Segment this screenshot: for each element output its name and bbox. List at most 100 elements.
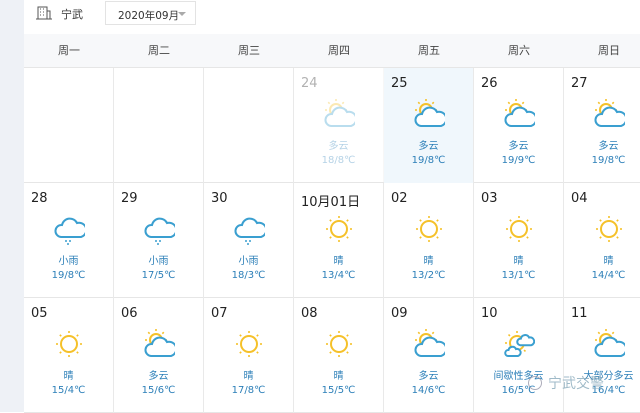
weather-condition: 晴: [243, 371, 254, 382]
day-cell[interactable]: 04 晴 14/4℃: [564, 183, 640, 298]
day-cell[interactable]: 05 晴 15/4℃: [24, 298, 114, 413]
day-number: 09: [391, 306, 408, 321]
temperature: 19/8℃: [591, 155, 626, 166]
day-number: 08: [301, 306, 318, 321]
weather-condition: 小雨: [58, 256, 79, 267]
weather-condition: 晴: [333, 371, 344, 382]
weather-condition: 小雨: [238, 256, 259, 267]
weather-condition: 小雨: [148, 256, 169, 267]
day-number: 03: [481, 191, 498, 206]
day-number: 04: [571, 191, 588, 206]
weekday-0: 周一: [58, 44, 80, 57]
partly-cloudy-icon: [414, 329, 445, 357]
temperature: 13/2℃: [411, 270, 446, 281]
rain-icon: [54, 217, 85, 245]
day-cell[interactable]: 24 多云 18/8℃: [294, 68, 384, 183]
temperature: 19/8℃: [411, 155, 446, 166]
week-row: 24 多云 18/8℃ 25 多云 19/8℃ 26 多云 19/9℃ 27 多…: [24, 68, 640, 183]
rain-icon: [144, 217, 175, 245]
day-cell[interactable]: 11 大部分多云 16/4℃: [564, 298, 640, 413]
temperature: 19/9℃: [501, 155, 536, 166]
day-cell[interactable]: 25 多云 19/8℃: [384, 68, 474, 183]
weather-condition: 间歇性多云: [493, 371, 544, 382]
smiley-icon: [528, 376, 542, 390]
empty-cell: [204, 68, 294, 183]
partly-cloudy-icon: [594, 99, 625, 127]
day-number: 28: [31, 191, 48, 206]
day-number: 10: [481, 306, 498, 321]
weekday-6: 周日: [598, 44, 620, 57]
day-number: 11: [571, 306, 588, 321]
temperature: 19/8℃: [51, 270, 86, 281]
day-number: 02: [391, 191, 408, 206]
weather-condition: 多云: [598, 141, 619, 152]
weather-condition: 多云: [418, 371, 439, 382]
week-row: 28 小雨 19/8℃ 29 小雨 17/5℃ 30 小雨 18/3℃ 10月0…: [24, 183, 640, 298]
partly-cloudy-icon: [324, 99, 355, 127]
watermark-logo: 宁武交警: [528, 373, 604, 393]
day-number: 25: [391, 76, 408, 91]
empty-cell: [24, 68, 114, 183]
sunny-icon: [236, 331, 262, 357]
sunny-icon: [596, 216, 622, 242]
day-cell[interactable]: 30 小雨 18/3℃: [204, 183, 294, 298]
city-label: 宁武: [61, 8, 83, 21]
weather-condition: 多云: [508, 141, 529, 152]
day-cell[interactable]: 28 小雨 19/8℃: [24, 183, 114, 298]
partly-cloudy-icon: [414, 99, 445, 127]
day-number: 10月01日: [301, 195, 361, 210]
temperature: 15/4℃: [51, 385, 86, 396]
day-cell[interactable]: 27 多云 19/8℃: [564, 68, 640, 183]
weather-condition: 多云: [418, 141, 439, 152]
day-cell[interactable]: 10 间歇性多云 16/5℃: [474, 298, 564, 413]
day-number: 06: [121, 306, 138, 321]
temperature: 15/5℃: [321, 385, 356, 396]
day-cell[interactable]: 26 多云 19/9℃: [474, 68, 564, 183]
day-cell[interactable]: 03 晴 13/1℃: [474, 183, 564, 298]
weather-condition: 晴: [423, 256, 434, 267]
temperature: 17/8℃: [231, 385, 266, 396]
temperature: 18/3℃: [231, 270, 266, 281]
sunny-icon: [416, 216, 442, 242]
day-cell[interactable]: 06 多云 15/6℃: [114, 298, 204, 413]
weather-condition: 晴: [63, 371, 74, 382]
day-number: 05: [31, 306, 48, 321]
month-select[interactable]: 2020年09月: [105, 1, 196, 25]
month-value: 2020年09月: [118, 10, 180, 22]
weather-condition: 晴: [333, 256, 344, 267]
temperature: 16/5℃: [501, 385, 536, 396]
weekday-header: 周一 周二 周三 周四 周五 周六 周日: [24, 34, 640, 68]
toolbar: 宁武 2020年09月: [24, 0, 640, 34]
left-panel-edge: [0, 0, 24, 412]
day-cell[interactable]: 07 晴 17/8℃: [204, 298, 294, 413]
day-cell[interactable]: 09 多云 14/6℃: [384, 298, 474, 413]
day-number: 29: [121, 191, 138, 206]
intermittent-cloudy-icon: [504, 331, 535, 357]
temperature: 15/6℃: [141, 385, 176, 396]
weekday-2: 周三: [238, 44, 260, 57]
sunny-icon: [326, 216, 352, 242]
rain-icon: [234, 217, 265, 245]
temperature: 13/4℃: [321, 270, 356, 281]
weekday-3: 周四: [328, 44, 350, 57]
weather-condition: 多云: [328, 141, 349, 152]
day-number: 24: [301, 76, 318, 91]
week-row: 05 晴 15/4℃ 06 多云 15/6℃ 07 晴 17/8℃ 08 晴 1…: [24, 298, 640, 413]
temperature: 14/4℃: [591, 270, 626, 281]
building-icon: [36, 6, 52, 20]
temperature: 17/5℃: [141, 270, 176, 281]
partly-cloudy-icon: [144, 329, 175, 357]
day-cell[interactable]: 08 晴 15/5℃: [294, 298, 384, 413]
day-cell[interactable]: 10月01日 晴 13/4℃: [294, 183, 384, 298]
day-number: 07: [211, 306, 228, 321]
partly-cloudy-icon: [504, 99, 535, 127]
weather-condition: 大部分多云: [583, 371, 634, 382]
chevron-down-icon: [178, 12, 186, 16]
weather-condition: 晴: [603, 256, 614, 267]
weekday-5: 周六: [508, 44, 530, 57]
day-cell[interactable]: 02 晴 13/2℃: [384, 183, 474, 298]
temperature: 16/4℃: [591, 385, 626, 396]
weekday-4: 周五: [418, 44, 440, 57]
weekday-1: 周二: [148, 44, 170, 57]
day-cell[interactable]: 29 小雨 17/5℃: [114, 183, 204, 298]
